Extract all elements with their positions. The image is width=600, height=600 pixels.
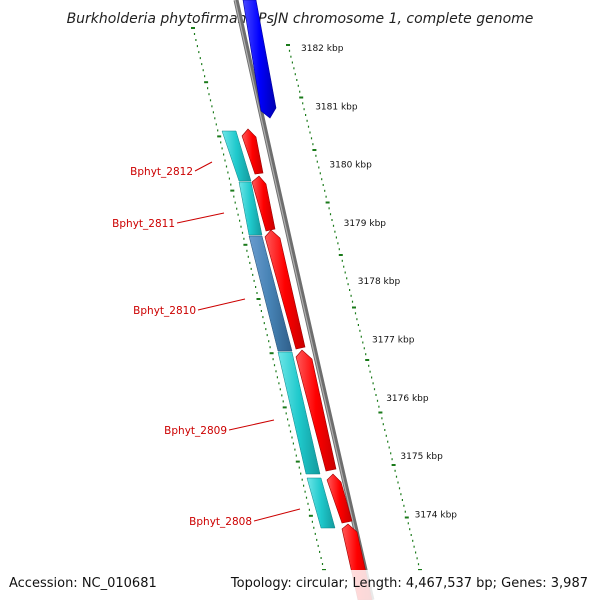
scale-tick-label: 3182 kbp <box>301 44 344 54</box>
gene-label-leader <box>228 419 275 431</box>
steel-feature-2810 <box>248 235 293 352</box>
scale-tick-label: 3181 kbp <box>315 102 358 112</box>
gene-label[interactable]: Bphyt_2809 <box>164 425 227 437</box>
sequence-backbone-highlight <box>234 0 372 600</box>
red-feature-2 <box>251 175 276 232</box>
gene-label[interactable]: Bphyt_2810 <box>133 305 196 317</box>
footer-background <box>0 570 600 600</box>
gene-label[interactable]: Bphyt_2808 <box>189 516 252 528</box>
right-tick-track <box>286 44 422 571</box>
scale-tick-label: 3177 kbp <box>372 336 415 346</box>
blue-feature-top <box>242 0 277 119</box>
red-feature-4 <box>295 349 337 472</box>
scale-tick-label: 3174 kbp <box>415 510 458 520</box>
scale-tick-label: 3176 kbp <box>386 394 429 404</box>
cyan-feature-2811 <box>238 181 263 236</box>
left-tick-track <box>191 27 326 571</box>
cyan-feature-2808 <box>306 477 336 529</box>
gene-label-leader <box>176 212 225 224</box>
reverse-strand-features <box>221 130 336 529</box>
accession-text: Accession: NC_010681 <box>9 576 157 591</box>
sequence-backbone <box>233 0 375 600</box>
scale-tick-label: 3180 kbp <box>329 161 372 171</box>
map-title: Burkholderia phytofirmans PsJN chromosom… <box>67 11 534 27</box>
gene-label[interactable]: Bphyt_2812 <box>130 166 193 178</box>
gene-label-leader <box>197 298 246 311</box>
red-feature-1 <box>241 128 264 175</box>
red-feature-3 <box>264 229 306 350</box>
gene-label-leader <box>194 161 213 172</box>
scale-tick-label: 3178 kbp <box>358 277 401 287</box>
gene-label[interactable]: Bphyt_2811 <box>112 218 175 230</box>
scale-labels: 3182 kbp 3181 kbp 3180 kbp 3179 kbp 3178 kbp… <box>301 44 457 520</box>
scale-tick-label: 3179 kbp <box>344 219 387 229</box>
cyan-feature-2812 <box>221 130 252 182</box>
gene-label-leader <box>253 508 301 522</box>
summary-text: Topology: circular; Length: 4,467,537 bp… <box>230 576 588 591</box>
red-feature-5 <box>326 473 353 524</box>
scale-tick-label: 3175 kbp <box>400 452 443 462</box>
cyan-feature-2809 <box>277 351 321 475</box>
gene-labels: Bphyt_2812 Bphyt_2811 Bphyt_2810 Bphyt_2809… <box>112 161 301 528</box>
